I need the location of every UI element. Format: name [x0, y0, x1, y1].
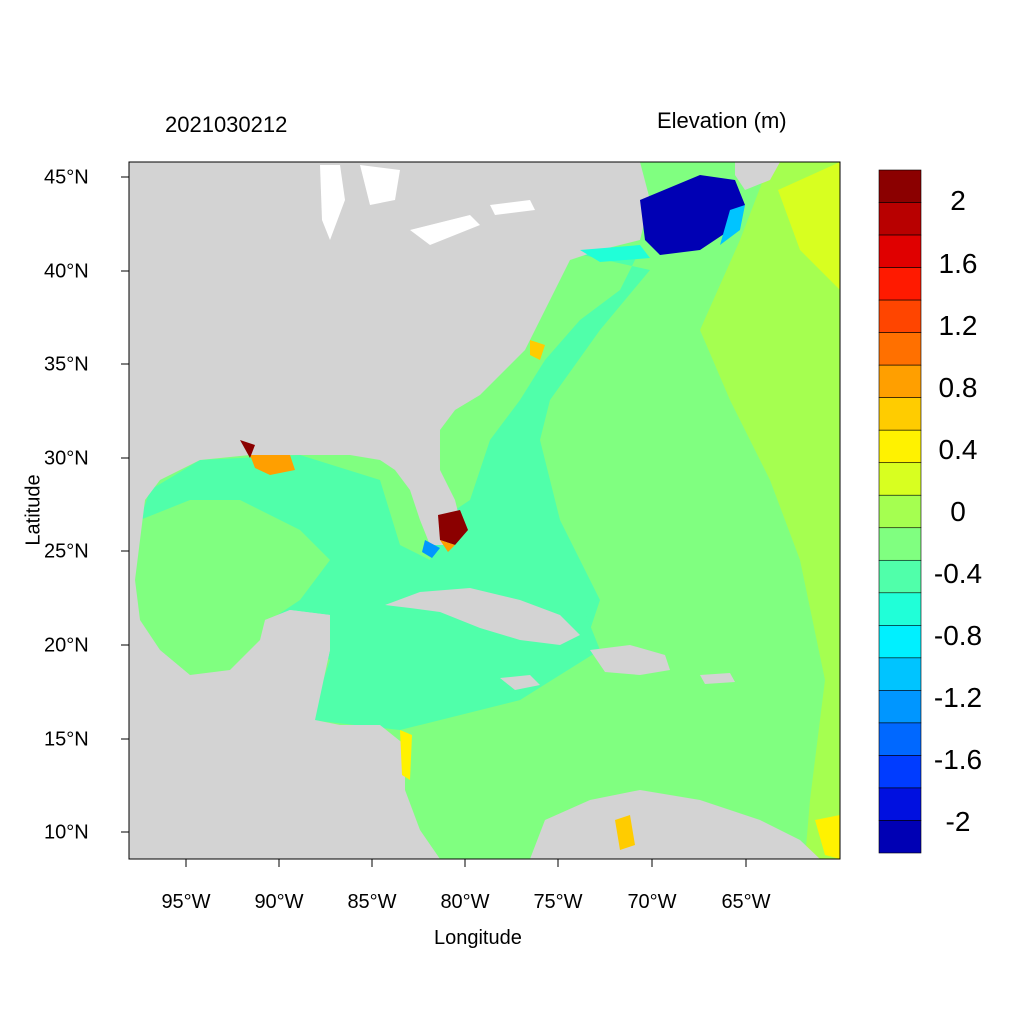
land-puerto-rico — [700, 673, 735, 684]
land-north-central-america — [129, 162, 650, 859]
land-hispaniola — [590, 645, 670, 675]
colorbar-label: 1.2 — [938, 310, 978, 341]
y-tick-label: 35°N — [44, 353, 89, 376]
x-tick-label: 90°W — [254, 891, 304, 913]
y-axis-title: Latitude — [22, 474, 45, 546]
colorbar-label: -0.4 — [933, 558, 983, 589]
eastern-band — [700, 162, 840, 859]
colorbar-label: -1.2 — [933, 682, 983, 713]
colorbar-swatch — [878, 462, 922, 496]
colorbar-swatch — [878, 299, 922, 333]
colorbar-swatch — [878, 234, 922, 268]
colorbar-swatch — [878, 397, 922, 431]
colorbar-label: 0.4 — [938, 434, 978, 465]
maracaibo-high — [615, 815, 635, 850]
x-tick-label: 65°W — [721, 891, 771, 913]
variable-title: Elevation (m) — [657, 108, 787, 133]
ne-corner-yellow — [778, 162, 840, 290]
colorbar-swatch — [878, 592, 922, 626]
se-corner-yellow — [815, 815, 840, 859]
x-tick-label: 70°W — [627, 891, 677, 913]
y-tick-label: 40°N — [44, 260, 89, 283]
land-nova-scotia — [735, 162, 780, 190]
plot-frame — [128, 161, 841, 860]
gulf-of-maine-edge — [720, 205, 745, 245]
x-tick-marks — [185, 859, 747, 867]
land-cuba — [385, 588, 580, 645]
y-tick-label: 45°N — [44, 166, 89, 189]
colorbar-swatch — [878, 332, 922, 366]
y-tick-label: 25°N — [44, 540, 89, 563]
florida-bay-high — [438, 510, 468, 545]
florida-bay-orange — [440, 540, 455, 552]
colorbar-label: -1.6 — [933, 744, 983, 775]
ny-bight-cyan — [580, 245, 650, 262]
y-tick-label: 20°N — [44, 634, 89, 657]
x-tick-label: 80°W — [440, 891, 490, 913]
colorbar-swatch — [878, 169, 922, 203]
lake-ontario — [490, 200, 535, 215]
colorbar-swatch — [878, 559, 922, 594]
colorbar-swatch — [878, 364, 922, 398]
gulf-of-maine-low — [640, 175, 745, 255]
colorbar-label: 2 — [950, 185, 966, 216]
y-tick-marks — [121, 176, 129, 833]
colorbar-swatch — [878, 820, 922, 854]
x-axis-title: Longitude — [434, 927, 522, 949]
colorbar-label: 0 — [950, 496, 966, 527]
colorbar-swatch — [878, 429, 922, 464]
honduras-coast-yellow — [400, 730, 412, 780]
colorbar — [878, 169, 922, 854]
colorbar-label: 0.8 — [938, 372, 978, 403]
x-tick-label: 85°W — [347, 891, 397, 913]
colorbar-swatch — [878, 722, 922, 756]
louisiana-red — [240, 440, 255, 458]
colorbar-label: 1.6 — [938, 248, 978, 279]
colorbar-swatch — [878, 267, 922, 301]
gulf-interior — [140, 505, 275, 670]
colorbar-swatch — [878, 527, 922, 561]
colorbar-label: -2 — [945, 806, 971, 837]
colorbar-swatch — [878, 657, 922, 691]
colorbar-swatch — [878, 625, 922, 659]
colorbar-swatch — [878, 202, 922, 236]
colorbar-label: -0.8 — [933, 620, 983, 651]
colorbar-swatch — [878, 690, 922, 724]
chesapeake-high — [530, 340, 545, 360]
y-tick-label: 10°N — [44, 821, 89, 844]
land-jamaica — [500, 675, 540, 690]
y-tick-label: 15°N — [44, 728, 89, 751]
x-tick-label: 95°W — [161, 891, 211, 913]
map-plot-area — [129, 162, 840, 859]
lake-michigan — [320, 165, 345, 240]
florida-west-low — [422, 540, 440, 558]
colorbar-swatch — [878, 755, 922, 789]
louisiana-high — [250, 455, 295, 475]
x-tick-label: 75°W — [533, 891, 583, 913]
colorbar-swatch — [878, 494, 922, 529]
colorbar-swatch — [878, 787, 922, 821]
time-stamp-title: 2021030212 — [165, 112, 288, 137]
lake-erie — [410, 215, 480, 245]
lake-huron — [360, 165, 400, 205]
land-yucatan — [265, 610, 330, 715]
y-tick-label: 30°N — [44, 447, 89, 470]
